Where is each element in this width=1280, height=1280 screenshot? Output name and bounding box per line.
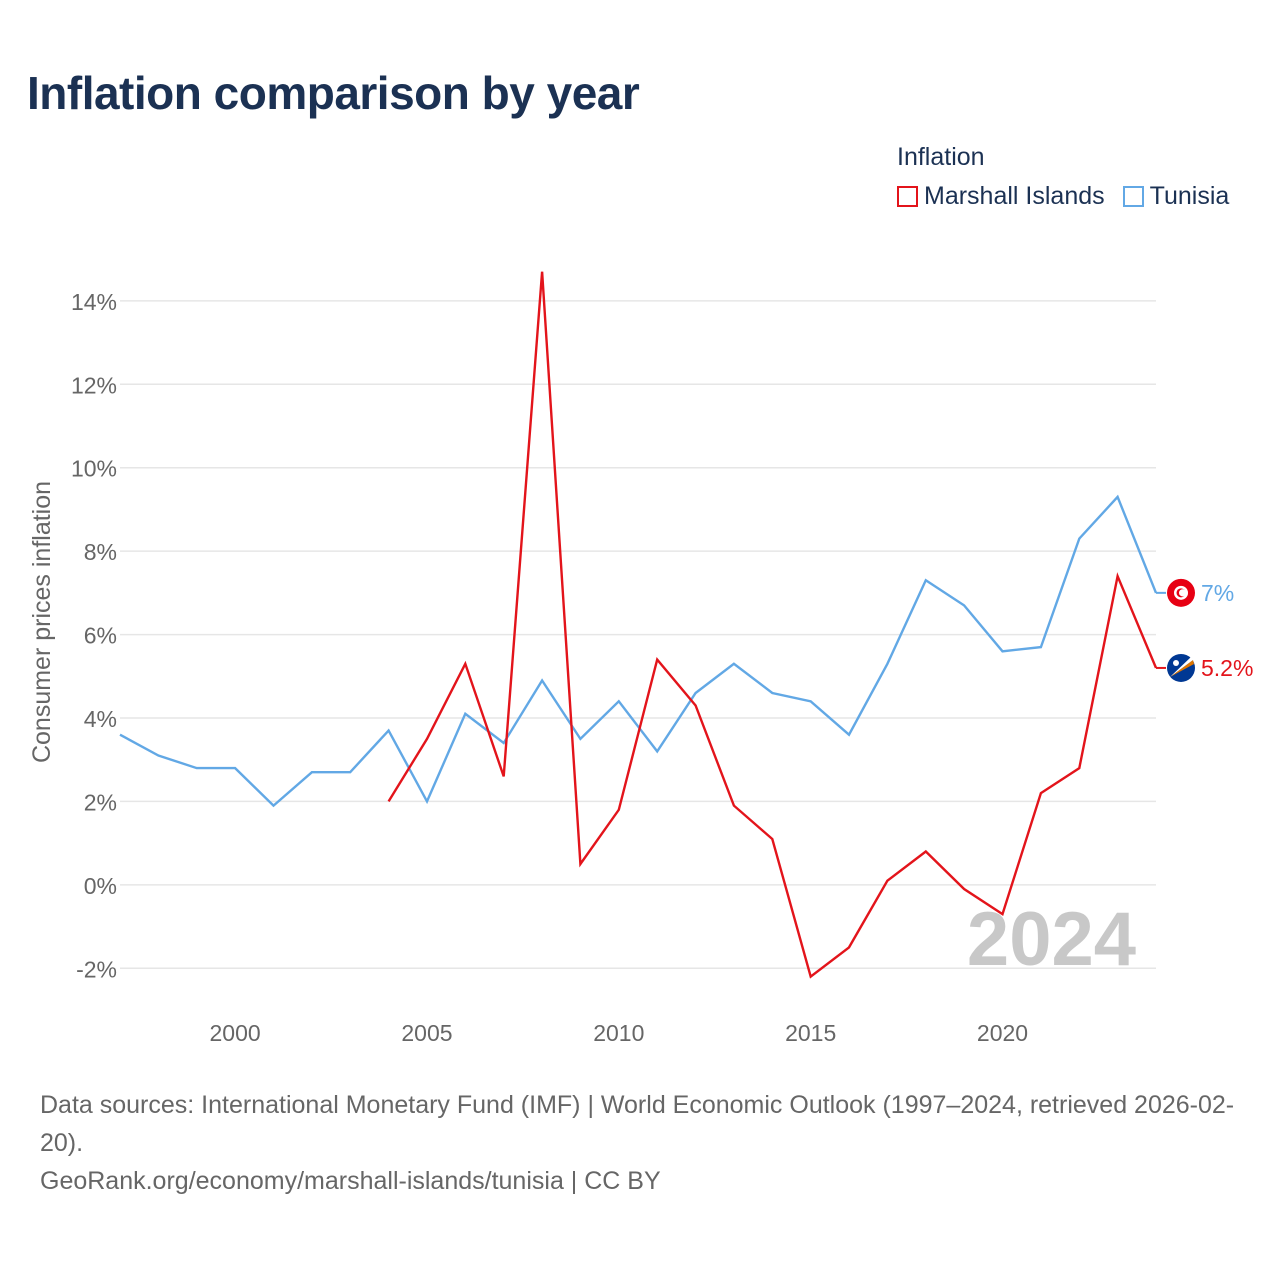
data-point-tunisia: [503, 742, 505, 744]
flag-white-ray: [1170, 656, 1193, 677]
y-axis-label: Consumer prices inflation: [28, 481, 56, 763]
series-line-marshall-islands: [387, 271, 1158, 979]
data-point-marshall-islands: [579, 863, 581, 865]
flag-crescent-cut: [1179, 589, 1187, 597]
flag-star: [1173, 659, 1179, 666]
data-point-tunisia: [272, 804, 274, 806]
data-point-tunisia: [925, 579, 927, 581]
year-watermark: 2024: [967, 897, 1136, 982]
data-point-marshall-islands: [1116, 575, 1118, 577]
data-point-tunisia: [196, 767, 198, 769]
data-point-marshall-islands: [541, 270, 543, 272]
y-tick-label: -2%: [76, 956, 117, 982]
data-point-marshall-islands: [503, 775, 505, 777]
y-tick-label: 10%: [71, 456, 117, 482]
data-point-marshall-islands: [426, 738, 428, 740]
tunisia-flag-icon: [1167, 578, 1195, 607]
data-point-marshall-islands: [809, 975, 811, 977]
data-point-tunisia: [694, 692, 696, 694]
data-point-tunisia: [1116, 496, 1118, 498]
footer: Data sources: International Monetary Fun…: [40, 1086, 1250, 1200]
marshall-islands-flag-icon: [1167, 653, 1195, 682]
data-point-marshall-islands: [464, 663, 466, 665]
y-tick-label: 6%: [84, 623, 117, 649]
legend-item-tunisia[interactable]: Tunisia: [1122, 182, 1230, 211]
data-point-marshall-islands: [963, 888, 965, 890]
data-point-tunisia: [848, 733, 850, 735]
y-tick-label: 4%: [84, 706, 117, 732]
legend-title: Inflation: [897, 143, 985, 171]
data-point-tunisia: [1078, 537, 1080, 539]
data-point-marshall-islands: [886, 879, 888, 881]
data-point-tunisia: [234, 767, 236, 769]
x-tick-label: 2015: [785, 1020, 836, 1046]
data-point-tunisia: [579, 738, 581, 740]
legend-swatch-marshall-islands: [897, 186, 918, 207]
data-point-tunisia: [541, 679, 543, 681]
chart-title: Inflation comparison by year: [27, 67, 640, 119]
y-tick-label: 0%: [84, 873, 117, 899]
credit-text: GeoRank.org/economy/marshall-islands/tun…: [40, 1167, 661, 1195]
data-point-marshall-islands: [925, 850, 927, 852]
x-tick-label: 2020: [977, 1020, 1028, 1046]
data-sources-text: Data sources: International Monetary Fun…: [40, 1091, 1235, 1157]
data-point-marshall-islands: [694, 704, 696, 706]
y-tick-label: 2%: [84, 789, 117, 815]
series-tunisia: [119, 494, 1158, 808]
data-point-marshall-islands: [771, 838, 773, 840]
legend-item-marshall-islands[interactable]: Marshall Islands: [897, 182, 1105, 211]
x-tick-label: 2000: [210, 1020, 261, 1046]
data-point-marshall-islands: [387, 800, 389, 802]
data-point-tunisia: [886, 663, 888, 665]
data-point-marshall-islands: [1040, 792, 1042, 794]
x-tick-label: 2010: [593, 1020, 644, 1046]
data-point-marshall-islands: [733, 804, 735, 806]
data-point-tunisia: [1001, 650, 1003, 652]
x-tick-label: 2005: [401, 1020, 452, 1046]
series-marshall-islands: [387, 270, 1158, 979]
flag-orange-ray: [1170, 659, 1194, 677]
legend-label-tunisia: Tunisia: [1149, 182, 1230, 210]
data-point-tunisia: [771, 692, 773, 694]
data-point-tunisia: [349, 771, 351, 773]
data-point-tunisia: [387, 729, 389, 731]
y-tick-label: 14%: [71, 289, 117, 315]
legend-swatch-tunisia: [1122, 186, 1144, 207]
data-point-tunisia: [157, 754, 159, 756]
data-point-marshall-islands: [618, 809, 620, 811]
y-tick-label: 8%: [84, 539, 117, 565]
data-point-tunisia: [656, 750, 658, 752]
legend: Inflation Marshall Islands Tunisia: [897, 143, 1229, 211]
data-point-tunisia: [311, 771, 313, 773]
data-point-tunisia: [963, 604, 965, 606]
data-point-marshall-islands: [848, 946, 850, 948]
end-label-tunisia: 7%: [1201, 580, 1234, 606]
data-point-tunisia: [618, 700, 620, 702]
series-line-tunisia: [119, 494, 1158, 808]
data-point-tunisia: [119, 733, 121, 735]
end-label-marshall-islands: 5.2%: [1201, 655, 1253, 681]
data-point-marshall-islands: [656, 658, 658, 660]
data-point-marshall-islands: [1001, 913, 1003, 915]
data-point-tunisia: [809, 700, 811, 702]
data-point-tunisia: [426, 800, 428, 802]
data-point-tunisia: [464, 713, 466, 715]
data-point-tunisia: [733, 663, 735, 665]
legend-label-marshall-islands: Marshall Islands: [924, 182, 1105, 210]
data-point-marshall-islands: [1078, 767, 1080, 769]
data-point-tunisia: [1040, 646, 1042, 648]
y-tick-label: 12%: [71, 372, 117, 398]
